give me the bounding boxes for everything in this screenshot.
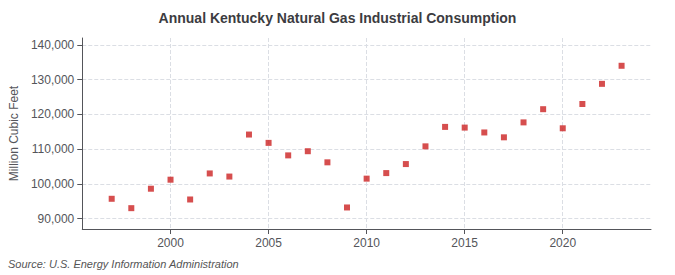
svg-text:120,000: 120,000 (31, 107, 75, 121)
svg-text:100,000: 100,000 (31, 177, 75, 191)
svg-text:140,000: 140,000 (31, 38, 75, 52)
svg-text:110,000: 110,000 (32, 142, 75, 156)
svg-text:Million Cubic Feet: Million Cubic Feet (7, 85, 21, 181)
svg-text:2010: 2010 (353, 236, 380, 250)
svg-text:90,000: 90,000 (38, 212, 75, 226)
svg-text:Source: U.S. Energy Informatio: Source: U.S. Energy Information Administ… (8, 258, 239, 270)
svg-text:130,000: 130,000 (31, 73, 75, 87)
svg-text:2005: 2005 (255, 236, 282, 250)
svg-text:2000: 2000 (157, 236, 184, 250)
svg-text:2020: 2020 (549, 236, 576, 250)
svg-text:Annual Kentucky Natural Gas In: Annual Kentucky Natural Gas Industrial C… (159, 10, 517, 26)
svg-text:2015: 2015 (451, 236, 478, 250)
